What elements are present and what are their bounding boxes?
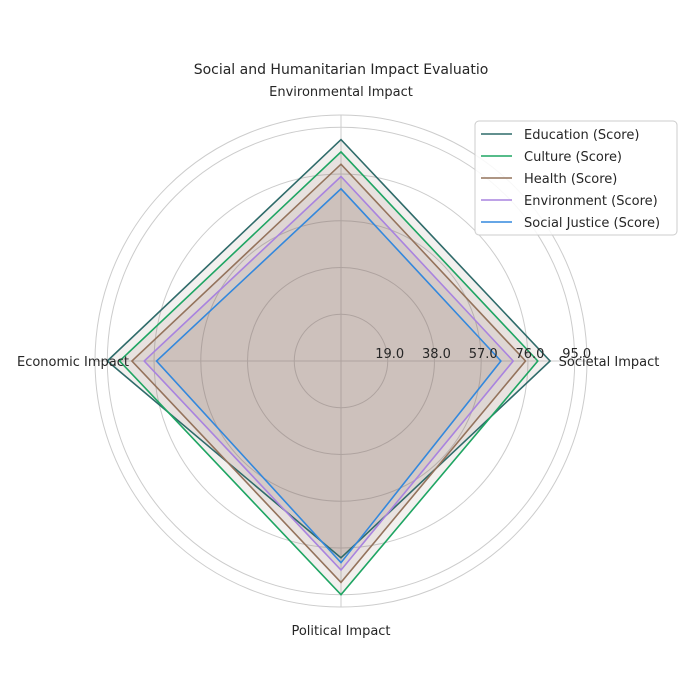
series-line xyxy=(106,138,552,559)
legend-entry: Social Justice (Score) xyxy=(524,216,660,231)
radial-tick-label: 19.0 xyxy=(375,347,404,362)
axis-label: Political Impact xyxy=(291,624,390,639)
legend-entry: Health (Score) xyxy=(524,172,617,187)
axis-label: Environmental Impact xyxy=(269,85,413,100)
series-fill xyxy=(156,188,501,563)
series-line xyxy=(143,175,515,572)
legend-box xyxy=(474,120,678,236)
radar-series xyxy=(106,138,552,596)
legend: Education (Score) Culture (Score) Health (… xyxy=(474,120,678,236)
legend-entry: Environment (Score) xyxy=(524,194,658,209)
series-line xyxy=(130,163,527,584)
radial-tick-labels: 19.0 38.0 57.0 76.0 95.0 xyxy=(375,347,591,362)
radial-tick-label: 95.0 xyxy=(562,347,591,362)
series-line xyxy=(155,187,502,564)
radial-tick-label: 38.0 xyxy=(422,347,451,362)
axis-label: Societal Impact xyxy=(559,355,660,370)
legend-entry: Culture (Score) xyxy=(524,150,622,165)
chart-title: Social and Humanitarian Impact Evaluatio xyxy=(194,62,489,78)
series-line xyxy=(118,150,539,596)
legend-entry: Education (Score) xyxy=(524,128,639,143)
axis-label: Economic Impact xyxy=(17,355,129,370)
axis-labels: Societal Impact Environmental Impact Econo… xyxy=(17,85,659,639)
radial-tick-label: 76.0 xyxy=(515,347,544,362)
radial-tick-label: 57.0 xyxy=(469,347,498,362)
